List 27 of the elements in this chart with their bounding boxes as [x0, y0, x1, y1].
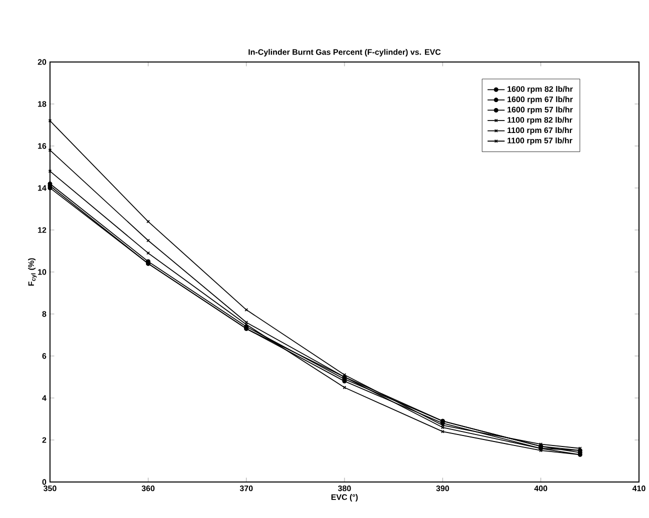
y-tick-label: 12 [38, 227, 46, 233]
x-tick-label: 360 [142, 486, 155, 492]
y-tick-label: 6 [42, 353, 46, 359]
y-tick-label: 16 [38, 143, 46, 149]
chart-title: In-Cylinder Burnt Gas Percent (F-cylinder) vs. EVC [248, 48, 441, 56]
x-tick-label: 410 [632, 486, 646, 492]
legend-label: 1100 rpm 67 lb/hr [508, 127, 572, 135]
y-tick-label: 0 [42, 479, 46, 485]
x-tick-label: 400 [534, 486, 548, 492]
y-tick-label: 4 [42, 395, 46, 401]
legend-label: 1100 rpm 57 lb/hr [508, 137, 572, 145]
x-axis-title: EVC (°) [331, 494, 358, 502]
legend-label: 1600 rpm 82 lb/hr [508, 86, 573, 94]
y-axis-title: F$_{cyl}$ (%) [28, 258, 37, 286]
y-tick-label: 8 [42, 311, 46, 317]
y-tick-label: 18 [38, 101, 46, 107]
legend-label: 1600 rpm 67 lb/hr [508, 96, 573, 104]
x-tick-label: 350 [44, 486, 56, 492]
y-tick-label: 10 [38, 269, 46, 275]
x-tick-label: 370 [240, 486, 253, 492]
y-tick-label: 14 [38, 185, 46, 191]
x-tick-label: 390 [436, 486, 450, 492]
legend-label: 1600 rpm 57 lb/hr [508, 106, 573, 114]
legend-label: 1100 rpm 82 lb/hr [508, 116, 572, 124]
x-tick-label: 380 [338, 486, 351, 492]
y-tick-label: 20 [38, 59, 46, 65]
y-tick-label: 2 [42, 437, 46, 443]
